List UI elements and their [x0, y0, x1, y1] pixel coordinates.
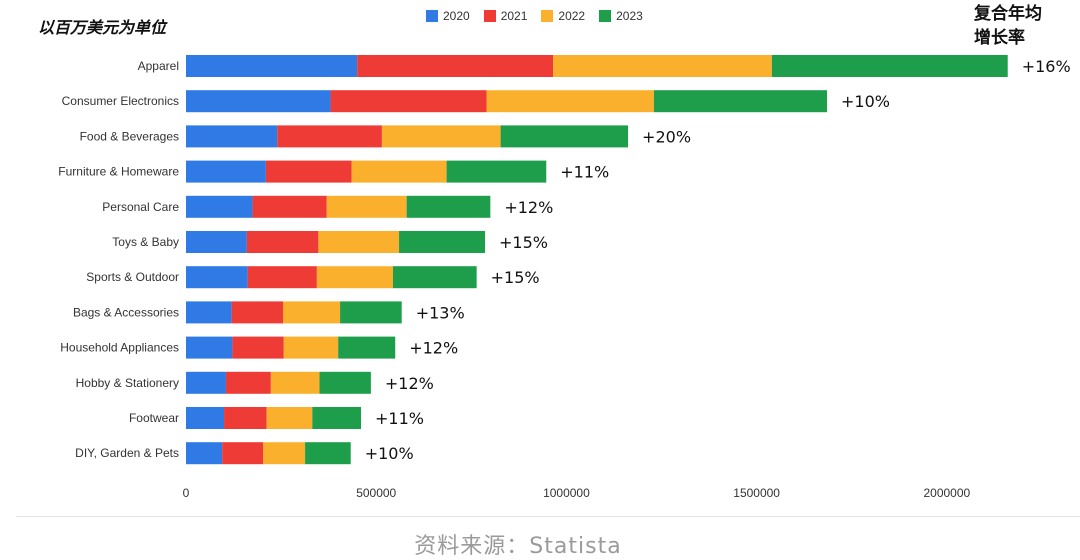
legend-swatch-2022 [541, 10, 554, 22]
bar-segment-consumer-electronics-2020 [186, 90, 331, 113]
category-label-diy-garden-pets: DIY, Garden & Pets [75, 446, 179, 460]
bar-segment-diy-garden-pets-2020 [186, 442, 223, 465]
bar-segment-bags-accessories-2020 [186, 301, 232, 324]
legend-item-2020: 2020 [426, 9, 470, 23]
bar-segment-consumer-electronics-2023 [653, 90, 828, 113]
cagr-label-apparel: +16% [1022, 57, 1071, 76]
bar-segment-personal-care-2023 [406, 195, 491, 218]
legend-label-2020: 2020 [443, 9, 470, 23]
x-tick-label-1500000: 1500000 [733, 486, 780, 500]
x-tick-label-0: 0 [183, 486, 190, 500]
chart-area: Apparel +16% Consumer Electronics +10% Food … [38, 2, 1074, 500]
bar-segment-consumer-electronics-2021 [330, 90, 487, 113]
bar-segment-sports-outdoor-2022 [316, 266, 393, 289]
category-label-sports-outdoor: Sports & Outdoor [86, 270, 179, 284]
bar-segment-hobby-stationery-2020 [186, 371, 226, 394]
bar-segment-household-appliances-2021 [232, 336, 284, 359]
cagr-label-sports-outdoor: +15% [491, 268, 540, 287]
bar-segment-toys-baby-2023 [399, 231, 486, 253]
category-label-hobby-stationery: Hobby & Stationery [76, 376, 179, 390]
legend-label-2022: 2022 [558, 9, 586, 23]
category-label-footwear: Footwear [129, 411, 179, 425]
cagr-title-line1: 复合年均 [974, 4, 1042, 24]
category-label-personal-care: Personal Care [102, 200, 179, 214]
legend-swatch-2023 [599, 10, 612, 22]
x-tick-label-2000000: 2000000 [923, 486, 970, 500]
bar-segment-footwear-2020 [186, 407, 225, 429]
legend: 2020 2021 2022 2023 [426, 9, 643, 23]
cagr-title: 复合年均 增长率 [974, 2, 1074, 50]
bar-segment-personal-care-2021 [252, 195, 327, 218]
legend-swatch-2020 [426, 10, 438, 22]
bar-segment-food-beverages-2022 [381, 125, 501, 148]
bar-segment-furniture-homeware-2020 [186, 160, 266, 183]
legend-item-2023: 2023 [599, 9, 643, 23]
bar-segment-bags-accessories-2023 [340, 301, 402, 324]
category-label-apparel: Apparel [138, 59, 179, 73]
bar-segment-toys-baby-2021 [246, 231, 319, 253]
x-tick-label-500000: 500000 [356, 486, 396, 500]
bar-segment-apparel-2021 [357, 55, 554, 77]
bar-segment-toys-baby-2020 [186, 231, 247, 253]
bar-segment-footwear-2022 [266, 407, 313, 429]
cagr-label-footwear: +11% [375, 409, 424, 428]
bar-segment-sports-outdoor-2020 [186, 266, 248, 289]
bar-segment-personal-care-2020 [186, 195, 253, 218]
bar-segment-household-appliances-2022 [283, 336, 339, 359]
category-label-furniture-homeware: Furniture & Homeware [58, 165, 179, 179]
category-label-consumer-electronics: Consumer Electronics [62, 94, 179, 108]
legend-label-2021: 2021 [500, 9, 528, 23]
bar-segment-sports-outdoor-2023 [392, 266, 477, 289]
divider [16, 516, 1080, 517]
bar-segment-hobby-stationery-2023 [319, 371, 371, 394]
category-label-food-beverages: Food & Beverages [80, 129, 179, 143]
bar-segment-diy-garden-pets-2021 [222, 442, 264, 465]
legend-label-2023: 2023 [616, 9, 643, 23]
bar-segment-footwear-2021 [224, 407, 267, 429]
cagr-label-personal-care: +12% [504, 198, 553, 217]
cagr-label-hobby-stationery: +12% [385, 374, 434, 393]
cagr-title-line2: 增长率 [974, 28, 1025, 48]
cagr-label-household-appliances: +12% [409, 339, 458, 358]
cagr-label-diy-garden-pets: +10% [365, 444, 414, 463]
bar-segment-diy-garden-pets-2022 [263, 442, 306, 465]
legend-swatch-2021 [483, 10, 496, 22]
category-label-household-appliances: Household Appliances [60, 341, 179, 355]
bar-segment-personal-care-2022 [326, 195, 407, 218]
unit-label: 以百万美元为单位 [38, 18, 167, 37]
bar-segment-apparel-2020 [186, 55, 358, 77]
cagr-label-bags-accessories: +13% [416, 303, 465, 322]
bar-segment-furniture-homeware-2023 [446, 160, 547, 183]
bar-segment-food-beverages-2020 [186, 125, 278, 148]
bar-segment-footwear-2023 [312, 407, 361, 429]
bar-segment-apparel-2023 [771, 55, 1008, 77]
category-label-toys-baby: Toys & Baby [112, 235, 179, 249]
source-note: 资料来源：Statista [414, 534, 622, 559]
bar-segment-hobby-stationery-2021 [225, 371, 271, 394]
bar-segment-food-beverages-2023 [500, 125, 629, 148]
bar-segment-furniture-homeware-2022 [351, 160, 447, 183]
bar-segment-consumer-electronics-2022 [486, 90, 654, 113]
bar-segment-sports-outdoor-2021 [247, 266, 317, 289]
bar-segment-household-appliances-2020 [186, 336, 233, 359]
legend-item-2022: 2022 [541, 9, 585, 23]
bar-segment-apparel-2022 [553, 55, 772, 77]
cagr-label-food-beverages: +20% [642, 127, 691, 146]
legend-item-2021: 2021 [483, 9, 528, 23]
bar-segment-toys-baby-2022 [318, 231, 400, 253]
category-label-bags-accessories: Bags & Accessories [73, 305, 179, 319]
bar-segment-food-beverages-2021 [277, 125, 382, 148]
bar-segment-furniture-homeware-2021 [265, 160, 352, 183]
bar-segment-household-appliances-2023 [338, 336, 396, 359]
cagr-label-consumer-electronics: +10% [841, 92, 890, 111]
stacked-bar-chart: Apparel +16% Consumer Electronics +10% Food … [58, 55, 1071, 500]
bar-segment-hobby-stationery-2022 [270, 371, 320, 394]
bar-segment-bags-accessories-2021 [231, 301, 284, 324]
cagr-label-toys-baby: +15% [499, 233, 548, 252]
cagr-label-furniture-homeware: +11% [560, 163, 609, 182]
bar-segment-bags-accessories-2022 [283, 301, 341, 324]
x-tick-label-1000000: 1000000 [543, 486, 590, 500]
bar-segment-diy-garden-pets-2023 [305, 442, 351, 465]
